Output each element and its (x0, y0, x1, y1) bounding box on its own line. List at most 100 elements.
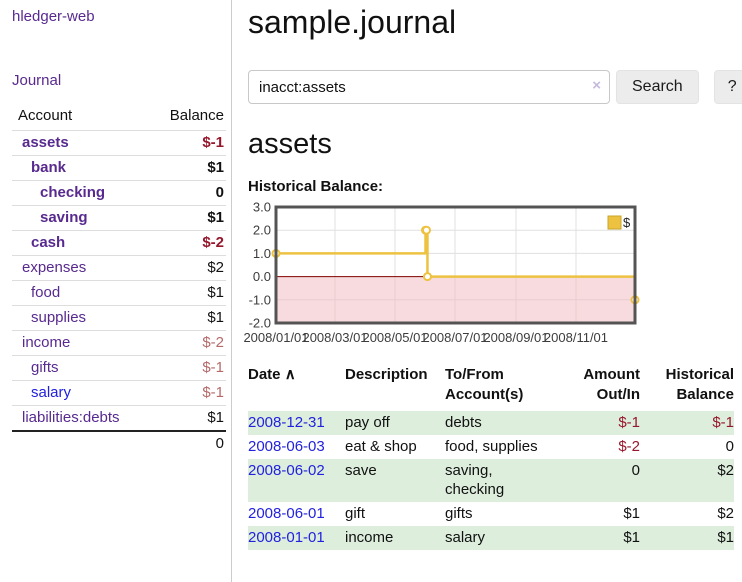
transaction-balance-cell: 0 (725, 438, 734, 455)
transaction-amount-cell: $-1 (618, 414, 640, 431)
search-button[interactable]: Search (616, 70, 699, 104)
register-table: Date ∧ Description To/From Account(s) Am… (248, 363, 734, 550)
account-column-header: Account (18, 107, 73, 124)
main-content: sample.journal × Search ? assets Histori… (243, 0, 742, 550)
transaction-amount-cell: $1 (623, 529, 640, 546)
transaction-description-cell: income (345, 529, 394, 546)
sidebar-account-link[interactable]: food (31, 284, 61, 301)
page-title: sample.journal (248, 4, 457, 40)
accounts-total-spacer (12, 431, 148, 456)
sidebar-account-link[interactable]: bank (31, 159, 67, 176)
transaction-amount-cell: $-2 (618, 438, 640, 455)
account-name-cell: expenses (12, 256, 148, 281)
transaction-date-link[interactable]: 2008-01-01 (248, 529, 325, 546)
sidebar-account-link[interactable]: assets (22, 134, 69, 151)
sidebar-item-journal[interactable]: Journal (12, 72, 62, 89)
account-name-cell: supplies (12, 306, 148, 331)
transaction-balance-cell: $1 (717, 529, 734, 546)
transaction-accounts-cell: salary (445, 529, 486, 546)
sidebar-account-link[interactable]: supplies (31, 309, 87, 326)
transaction-description-cell: eat & shop (345, 438, 417, 455)
y-axis-tick-label: 2.0 (253, 223, 271, 238)
sidebar-account-row: bank $1 (12, 155, 226, 181)
transaction-description-cell: gift (345, 505, 366, 522)
sidebar: hledger-web Journal Account Balance asse… (0, 0, 232, 582)
transaction-row: 2008-06-02 save saving, checking 0 $2 (248, 459, 734, 502)
legend-swatch-icon (607, 215, 622, 230)
accounts-total-row: 0 (12, 431, 226, 456)
sidebar-account-link[interactable]: gifts (31, 359, 59, 376)
transaction-row: 2008-12-31 pay off debts $-1 $-1 (248, 411, 734, 435)
sidebar-account-link[interactable]: salary (31, 384, 72, 401)
negative-region (276, 276, 635, 323)
accounts-column-header: To/From Account(s) (445, 366, 524, 403)
accounts-table: Account Balance assets $-1 bank $1 checking 0… (12, 104, 226, 456)
data-point-marker (422, 272, 432, 282)
sidebar-account-row: expenses $2 (12, 255, 226, 281)
x-axis-tick-label: 2008/11/01 (544, 330, 608, 345)
search-input[interactable] (248, 70, 610, 104)
transaction-description-cell: save (345, 462, 377, 479)
transaction-date-link[interactable]: 2008-06-02 (248, 462, 325, 479)
account-name-cell: cash (12, 231, 148, 256)
transaction-row: 2008-01-01 income salary $1 $1 (248, 526, 734, 550)
legend-label: $ (623, 215, 631, 230)
transaction-balance-cell: $-1 (712, 414, 734, 431)
balance-column-header: Balance (169, 107, 224, 124)
sort-ascending-icon: ∧ (284, 366, 296, 383)
transaction-accounts-cell: debts (445, 414, 482, 431)
y-axis-tick-label: -2.0 (249, 316, 271, 331)
account-balance-cell: 0 (215, 184, 224, 201)
historical-balance-chart: 3.0 2.0 1.0 0.0 -1.0 -2.0 2008/01/01 2008/03/01… (243, 200, 641, 347)
amount-column-header: Amount Out/In (583, 366, 640, 403)
y-axis-tick-label: 3.0 (253, 200, 271, 215)
sidebar-account-link[interactable]: liabilities:debts (22, 409, 120, 426)
x-axis-tick-label: 2008/01/01 (243, 330, 308, 345)
transaction-date-cell: 2008-06-01 (248, 502, 345, 526)
sidebar-account-row: supplies $1 (12, 305, 226, 331)
sidebar-account-link[interactable]: saving (40, 209, 88, 226)
account-name-cell: gifts (12, 356, 148, 381)
account-balance-cell: $1 (207, 284, 224, 301)
chart-label: Historical Balance: (248, 178, 384, 195)
date-column-header[interactable]: Date ∧ (248, 366, 296, 383)
transaction-date-link[interactable]: 2008-06-01 (248, 505, 325, 522)
sidebar-account-row: liabilities:debts $1 (12, 405, 226, 432)
accounts-total-value: 0 (215, 435, 224, 452)
transaction-accounts-cell: gifts (445, 505, 473, 522)
plot-border (274, 205, 637, 325)
account-name-cell: bank (12, 156, 148, 181)
account-balance-cell: $-2 (202, 234, 224, 251)
x-axis-tick-label: 2008/05/01 (362, 330, 427, 345)
clear-search-icon[interactable]: × (592, 77, 601, 94)
transaction-row: 2008-06-01 gift gifts $1 $2 (248, 502, 734, 526)
x-axis-tick-label: 2008/07/01 (422, 330, 487, 345)
x-axis-tick-label: 2008/09/01 (483, 330, 548, 345)
transaction-amount-cell: $1 (623, 505, 640, 522)
account-name-cell: income (12, 331, 148, 356)
account-name-cell: liabilities:debts (12, 406, 148, 432)
sidebar-account-link[interactable]: expenses (22, 259, 87, 276)
register-header-row: Date ∧ Description To/From Account(s) Am… (248, 363, 734, 411)
account-name-cell: checking (12, 181, 148, 206)
account-balance-cell: $-1 (202, 359, 224, 376)
account-balance-cell: $1 (207, 309, 224, 326)
account-name-cell: assets (12, 131, 148, 156)
brand-link[interactable]: hledger-web (12, 8, 95, 25)
transaction-date-link[interactable]: 2008-12-31 (248, 414, 325, 431)
balance-column-header: Historical Balance (665, 366, 734, 403)
description-column-header: Description (345, 366, 428, 383)
transaction-date-link[interactable]: 2008-06-03 (248, 438, 325, 455)
sidebar-account-link[interactable]: checking (40, 184, 106, 201)
account-name-cell: saving (12, 206, 148, 231)
help-button[interactable]: ? (713, 70, 742, 104)
account-balance-cell: $-2 (202, 334, 224, 351)
account-balance-cell: $1 (207, 209, 224, 226)
account-title: assets (248, 128, 332, 160)
search-bar: × Search ? (248, 70, 742, 104)
sidebar-account-link[interactable]: income (22, 334, 71, 351)
sidebar-account-link[interactable]: cash (31, 234, 66, 251)
chart-svg: 3.0 2.0 1.0 0.0 -1.0 -2.02008/01/012008/03/01… (243, 200, 640, 345)
accounts-table-header: Account Balance (12, 104, 226, 131)
